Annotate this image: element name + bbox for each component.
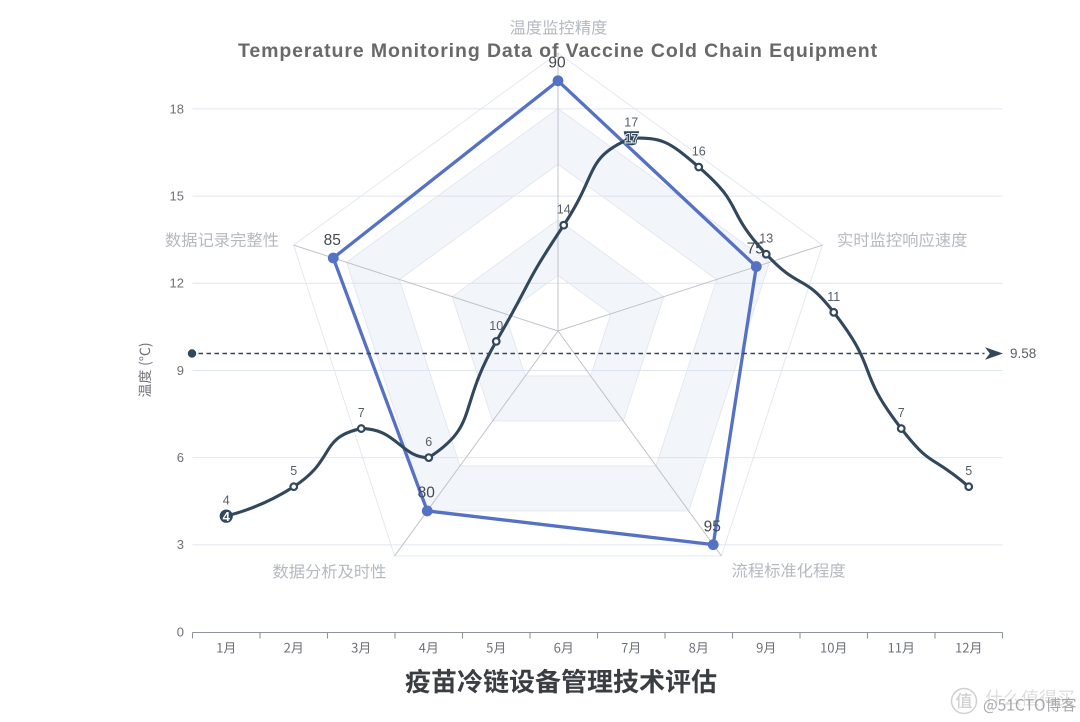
svg-text:15: 15 (170, 188, 184, 203)
svg-text:4: 4 (223, 509, 231, 524)
svg-text:9.58: 9.58 (1010, 346, 1036, 361)
svg-text:6: 6 (177, 450, 184, 465)
svg-text:3: 3 (177, 537, 184, 552)
svg-text:14: 14 (557, 203, 571, 217)
svg-text:12: 12 (170, 276, 184, 291)
svg-text:11: 11 (827, 290, 840, 304)
svg-text:85: 85 (324, 232, 341, 249)
svg-text:90: 90 (548, 55, 566, 72)
svg-text:7: 7 (898, 406, 905, 420)
svg-text:4: 4 (223, 493, 230, 507)
svg-text:17: 17 (625, 131, 639, 145)
svg-text:6: 6 (425, 435, 432, 449)
svg-text:9: 9 (177, 363, 184, 378)
svg-text:95: 95 (704, 518, 721, 535)
svg-text:5: 5 (965, 464, 972, 478)
svg-text:5: 5 (290, 464, 297, 478)
svg-text:16: 16 (692, 145, 706, 159)
svg-text:13: 13 (759, 232, 773, 246)
svg-text:7: 7 (358, 406, 365, 420)
svg-text:17: 17 (624, 115, 638, 129)
svg-text:18: 18 (170, 101, 184, 116)
svg-text:Temperature Monitoring Data of: Temperature Monitoring Data of Vaccine C… (238, 40, 878, 62)
svg-text:0: 0 (177, 624, 184, 639)
svg-text:80: 80 (418, 485, 436, 502)
svg-text:10: 10 (489, 319, 503, 333)
